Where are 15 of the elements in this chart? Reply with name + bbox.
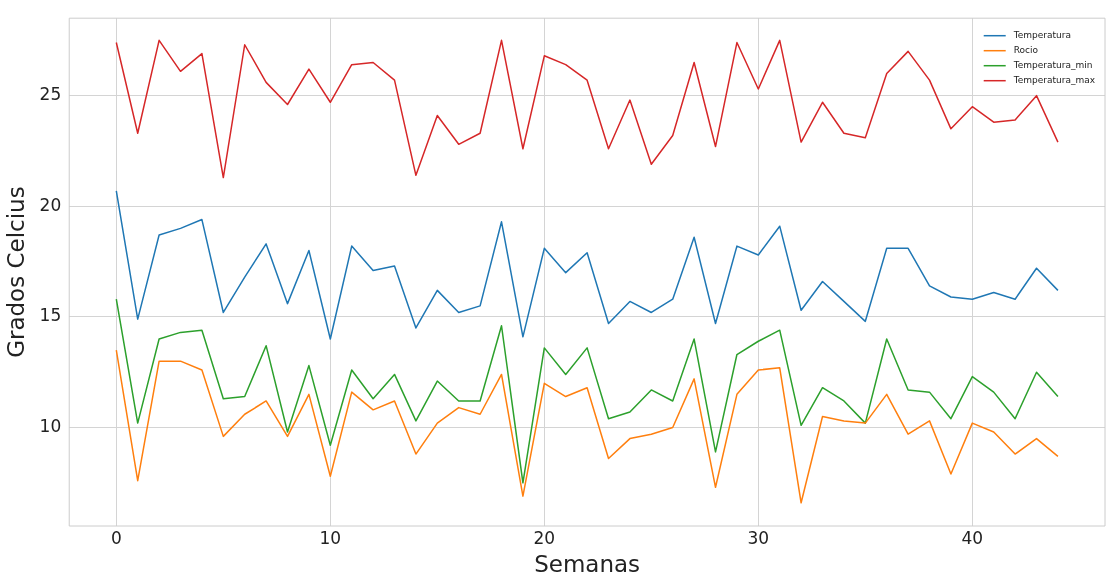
y-tick-label: 25 [39,84,62,105]
legend-label: Temperatura_max [1012,75,1096,86]
y-axis-title: Grados Celcius [2,186,29,358]
legend-label: Temperatura [1012,30,1071,41]
y-tick-label: 20 [39,194,62,215]
legend-label: Temperatura_min [1012,60,1093,71]
legend-label: Rocio [1013,45,1039,56]
x-tick-label: 30 [747,527,770,548]
y-tick-label: 15 [39,305,62,326]
y-tick-label: 10 [39,415,62,436]
x-axis-title: Semanas [534,551,641,578]
x-tick-label: 0 [110,527,122,548]
x-tick-label: 20 [533,527,556,548]
x-tick-label: 10 [319,527,342,548]
x-tick-label: 40 [961,527,984,548]
